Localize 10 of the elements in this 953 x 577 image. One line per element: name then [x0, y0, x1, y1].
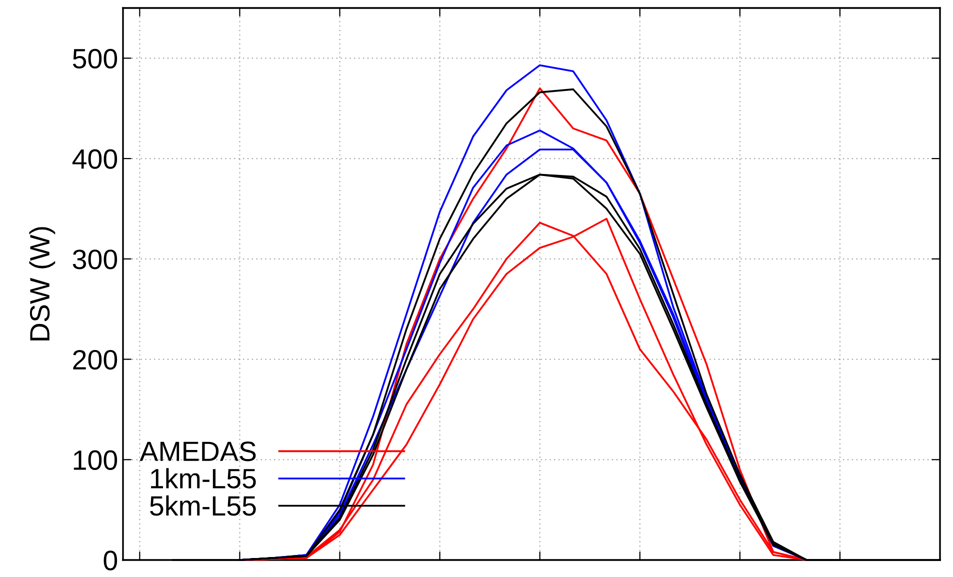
legend-label: AMEDAS — [140, 442, 256, 462]
y-tick-label: 300 — [72, 250, 118, 270]
y-tick-label: 0 — [104, 550, 118, 570]
y-axis-title: DSW (W) — [29, 227, 56, 340]
y-tick-label: 100 — [74, 450, 118, 470]
y-tick-label: 500 — [72, 48, 118, 69]
y-tick-label: 400 — [72, 149, 118, 169]
y-tick-label: 200 — [73, 350, 118, 370]
legend-label: 1km-L55 — [151, 468, 256, 488]
legend-label: 5km-L55 — [150, 495, 256, 516]
